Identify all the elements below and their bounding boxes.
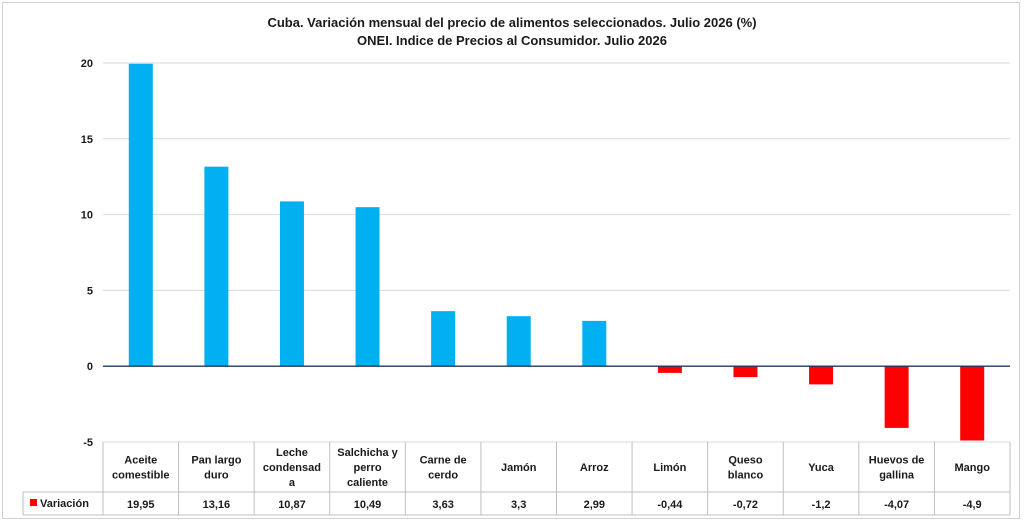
y-tick-label: 5 — [87, 285, 93, 297]
chart-title: Cuba. Variación mensual del precio de al… — [267, 15, 757, 30]
bar — [884, 366, 909, 428]
category-label: comestible — [112, 470, 169, 482]
gridlines — [103, 62, 1010, 443]
category-label: Aceite — [124, 455, 157, 467]
y-tick-label: -5 — [83, 437, 93, 449]
category-label: Carne de — [420, 455, 467, 467]
value-label: -4,9 — [963, 499, 982, 511]
category-label: Salchicha y — [337, 447, 398, 459]
legend-swatch — [30, 499, 37, 506]
category-label: Limón — [653, 462, 686, 474]
y-tick-label: 0 — [87, 361, 93, 373]
category-label: condensad — [263, 462, 321, 474]
value-label: 2,99 — [584, 499, 605, 511]
category-label: a — [289, 477, 296, 489]
value-label: -0,72 — [733, 499, 758, 511]
value-label: 19,95 — [127, 499, 155, 511]
value-label: -1,2 — [812, 499, 831, 511]
data-table: Variación Aceite comestible 19,95 Pan largo d… — [22, 442, 1011, 516]
bar — [279, 201, 304, 367]
y-tick-label: 10 — [81, 210, 93, 222]
bar — [960, 366, 985, 441]
value-label: 13,16 — [203, 499, 231, 511]
category-label: caliente — [347, 477, 388, 489]
value-label: 10,49 — [354, 499, 382, 511]
bar — [431, 311, 456, 367]
bar — [355, 207, 380, 367]
bar — [809, 366, 834, 385]
value-label: 3,63 — [432, 499, 453, 511]
bar — [128, 63, 153, 367]
value-label: 3,3 — [511, 499, 526, 511]
category-label: perro — [353, 462, 381, 474]
category-label: cerdo — [428, 470, 458, 482]
category-label: blanco — [728, 470, 764, 482]
bar — [506, 316, 531, 367]
y-tick-label: 15 — [81, 134, 93, 146]
category-label: Pan largo — [191, 455, 241, 467]
value-label: 10,87 — [278, 499, 306, 511]
category-label: Arroz — [580, 462, 609, 474]
bar — [733, 366, 758, 378]
category-label: gallina — [879, 470, 915, 482]
category-label: Queso — [728, 455, 763, 467]
value-label: -0,44 — [657, 499, 683, 511]
category-label: Huevos de — [869, 455, 925, 467]
category-label: Leche — [276, 447, 308, 459]
value-label: -4,07 — [884, 499, 909, 511]
chart-subtitle: ONEI. Indice de Precios al Consumidor. J… — [357, 33, 667, 48]
category-label: Yuca — [808, 462, 835, 474]
category-label: Mango — [954, 462, 990, 474]
bar — [582, 320, 607, 367]
legend-label: Variación — [40, 498, 89, 510]
bars — [128, 63, 985, 441]
y-tick-label: 20 — [81, 58, 93, 70]
category-label: Jamón — [501, 462, 537, 474]
y-axis-ticks: 20 15 10 5 0 -5 — [81, 58, 93, 449]
bar — [204, 166, 229, 367]
category-label: duro — [204, 470, 229, 482]
bar — [657, 366, 682, 373]
